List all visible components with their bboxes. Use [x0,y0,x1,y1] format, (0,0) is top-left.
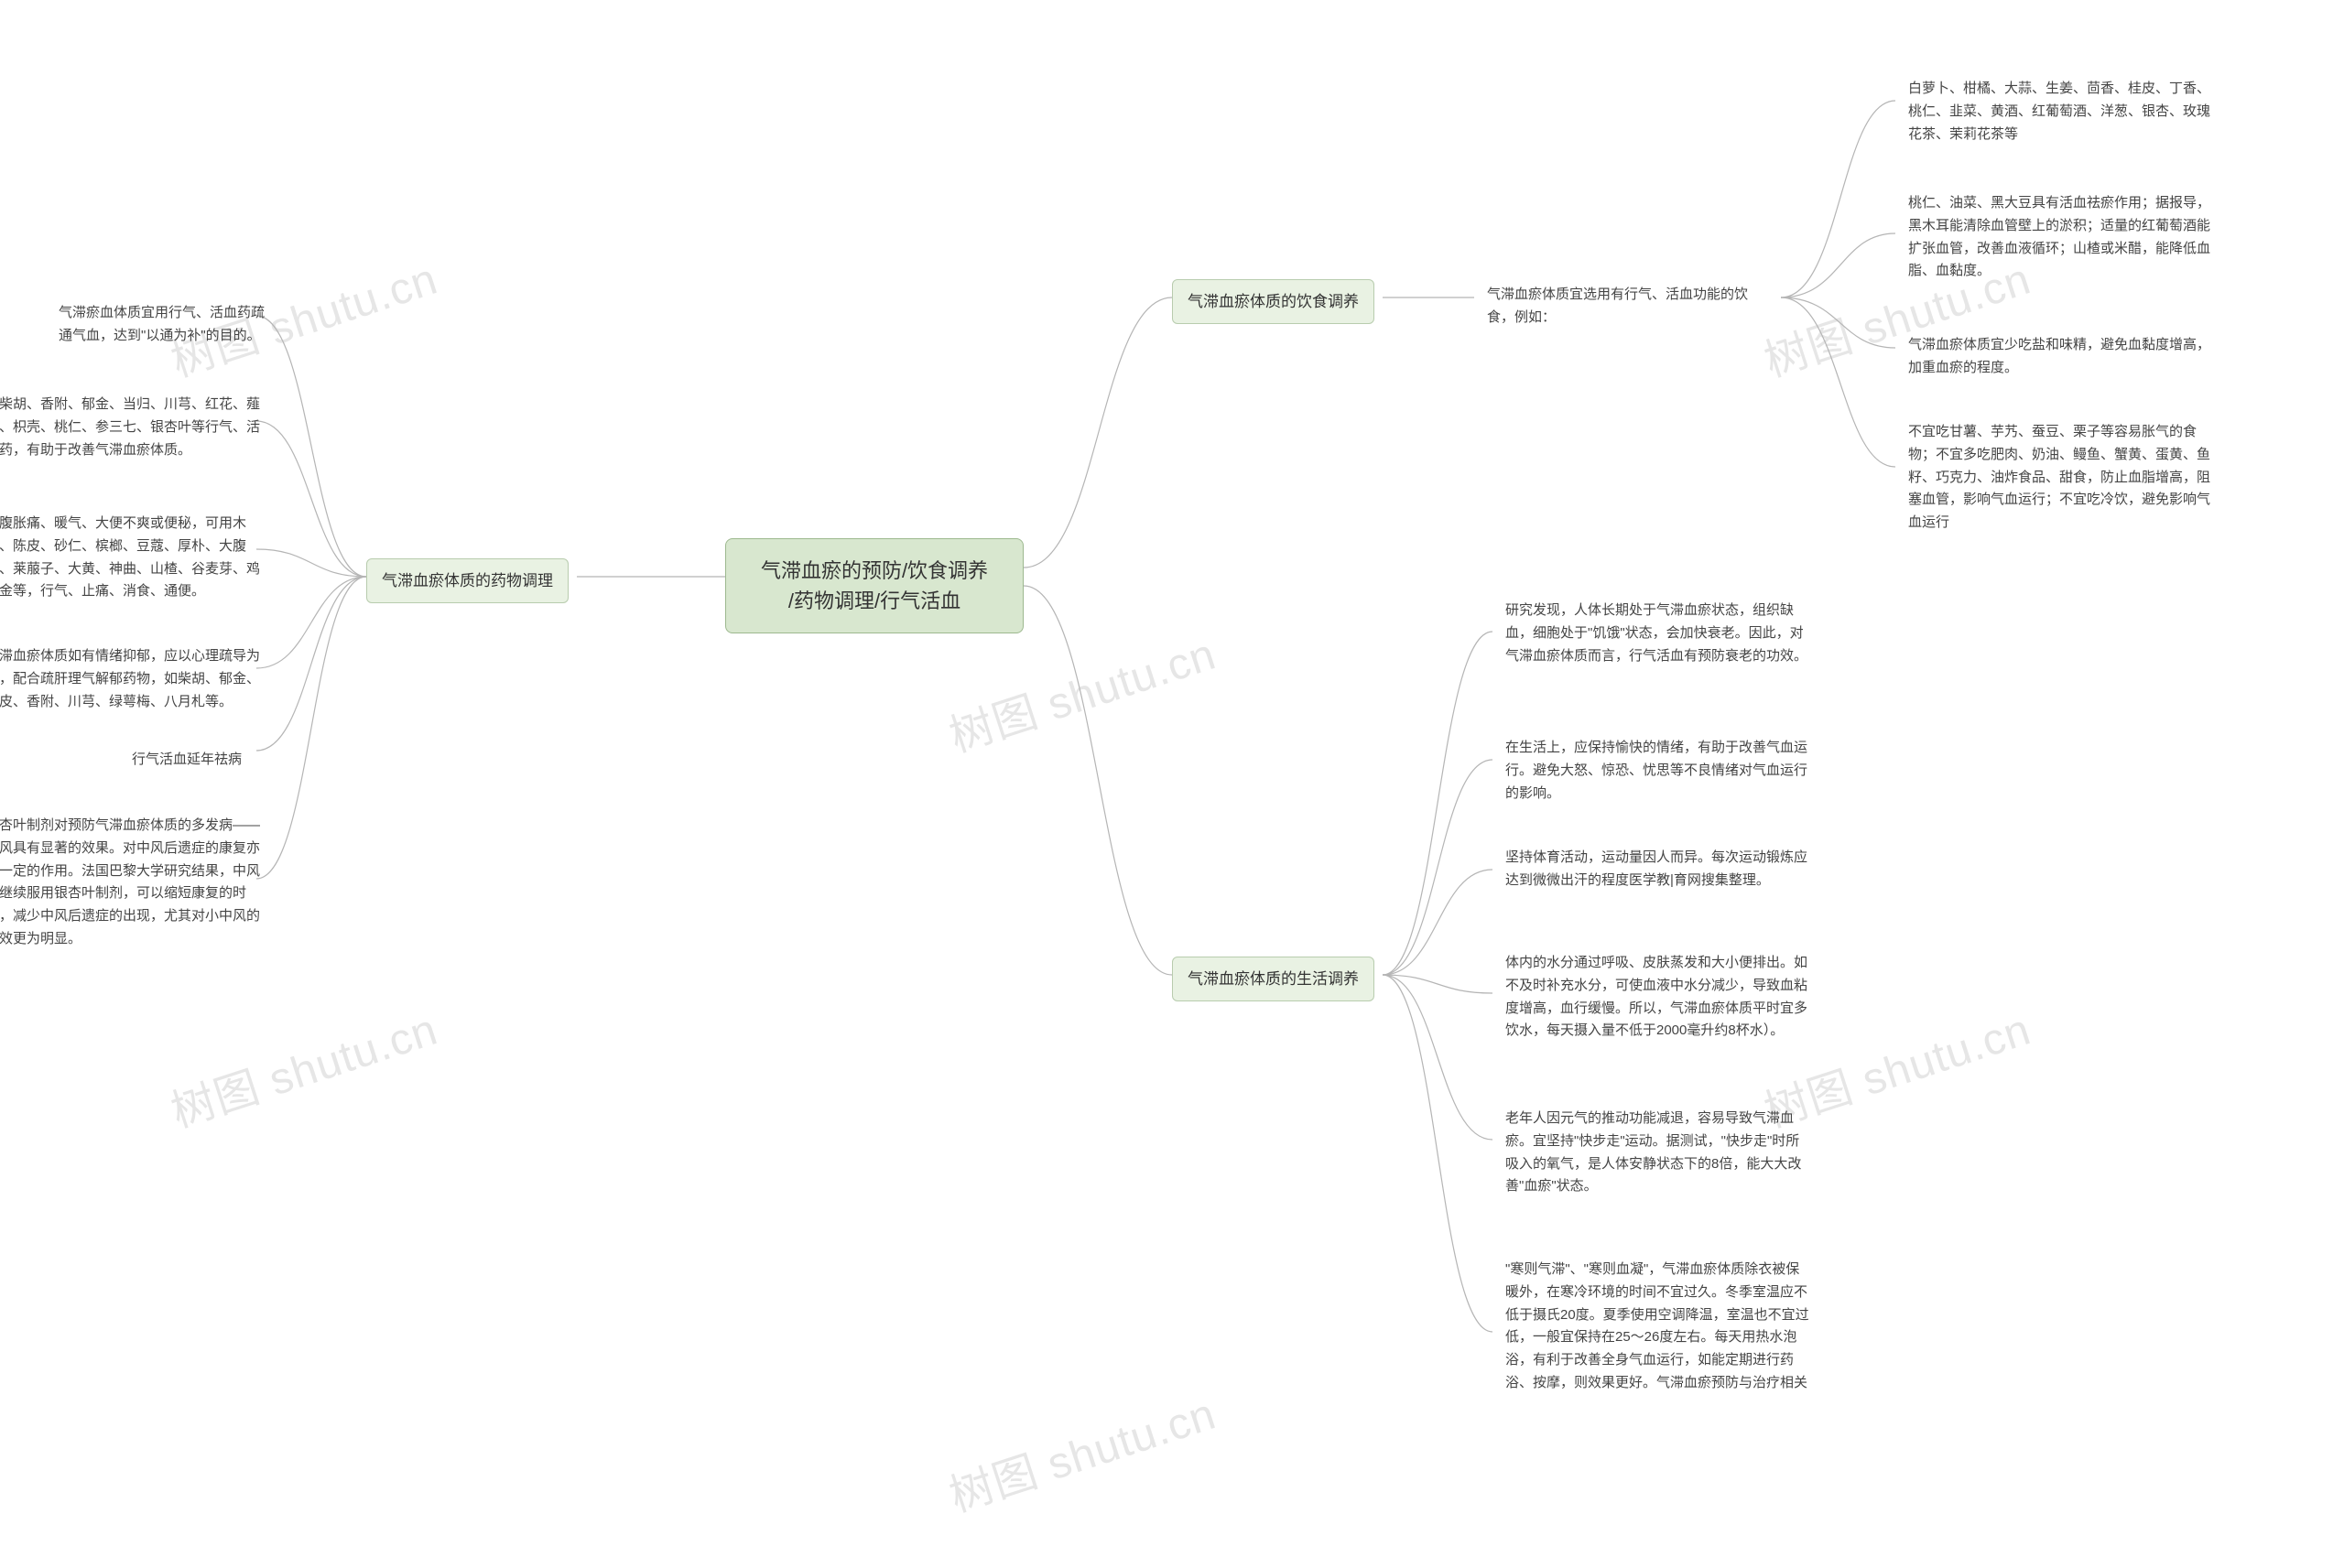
diet-leaf-3: 不宜吃甘薯、芋艿、蚕豆、栗子等容易胀气的食物；不宜多吃肥肉、奶油、鳗鱼、蟹黄、蛋… [1895,412,2225,544]
medicine-leaf-3: 气滞血瘀体质如有情绪抑郁，应以心理疏导为主，配合疏肝理气解郁药物，如柴胡、郁金、… [0,636,256,722]
medicine-leaf-2: 胃腹胀痛、暖气、大便不爽或便秘，可用木香、陈皮、砂仁、槟榔、豆蔻、厚朴、大腹皮、… [0,503,256,612]
medicine-leaf-1-text: 如柴胡、香附、郁金、当归、川芎、红花、薤白、枳壳、桃仁、参三七、银杏叶等行气、活… [0,394,269,461]
diet-leaf-0: 白萝卜、柑橘、大蒜、生姜、茴香、桂皮、丁香、桃仁、韭菜、黄酒、红葡萄酒、洋葱、银… [1895,69,2225,155]
life-leaf-3: 体内的水分通过呼吸、皮肤蒸发和大小便排出。如不及时补充水分，可使血液中水分减少，… [1492,943,1822,1052]
life-leaf-4: 老年人因元气的推动功能减退，容易导致气滞血瘀。宜坚持"快步走"运动。据测试，"快… [1492,1098,1822,1207]
medicine-leaf-4-text: 行气活血延年祛病 [132,749,269,772]
life-leaf-0: 研究发现，人体长期处于气滞血瘀状态，组织缺血，细胞处于"饥饿"状态，会加快衰老。… [1492,590,1822,676]
diet-leaf-2: 气滞血瘀体质宜少吃盐和味精，避免血黏度增高，加重血瘀的程度。 [1895,325,2225,389]
life-leaf-2: 坚持体育活动，运动量因人而异。每次运动锻炼应达到微微出汗的程度医学教|育网搜集整… [1492,838,1822,902]
life-leaf-5: "寒则气滞"、"寒则血凝"，气滞血瘀体质除衣被保暖外，在寒冷环境的时间不宜过久。… [1492,1249,1822,1404]
branch-diet[interactable]: 气滞血瘀体质的饮食调养 [1172,279,1374,324]
watermark: 树图 shutu.cn [162,993,445,1140]
diet-intro: 气滞血瘀体质宜选用有行气、活血功能的饮食，例如： [1474,275,1776,339]
medicine-leaf-4: 行气活血延年祛病 [0,740,256,781]
watermark: 树图 shutu.cn [940,1378,1223,1524]
medicine-leaf-2-text: 胃腹胀痛、暖气、大便不爽或便秘，可用木香、陈皮、砂仁、槟榔、豆蔻、厚朴、大腹皮、… [0,513,269,603]
branch-life[interactable]: 气滞血瘀体质的生活调养 [1172,957,1374,1001]
branch-medicine[interactable]: 气滞血瘀体质的药物调理 [366,558,569,603]
watermark: 树图 shutu.cn [940,618,1223,764]
medicine-leaf-3-text: 气滞血瘀体质如有情绪抑郁，应以心理疏导为主，配合疏肝理气解郁药物，如柴胡、郁金、… [0,645,269,713]
medicine-leaf-5: 银杏叶制剂对预防气滞血瘀体质的多发病——中风具有显著的效果。对中风后遗症的康复亦… [0,806,256,960]
root-node[interactable]: 气滞血瘀的预防/饮食调养 /药物调理/行气活血 [725,538,1024,633]
life-leaf-1: 在生活上，应保持愉快的情绪，有助于改善气血运行。避免大怒、惊恐、忧思等不良情绪对… [1492,728,1822,814]
diet-leaf-1: 桃仁、油菜、黑大豆具有活血祛瘀作用；据报导，黑木耳能清除血管壁上的淤积；适量的红… [1895,183,2225,292]
medicine-leaf-0-text: 气滞瘀血体质宜用行气、活血药疏通气血，达到"以通为补"的目的。 [59,302,269,348]
medicine-leaf-0: 气滞瘀血体质宜用行气、活血药疏通气血，达到"以通为补"的目的。 [0,293,256,357]
medicine-leaf-1: 如柴胡、香附、郁金、当归、川芎、红花、薤白、枳壳、桃仁、参三七、银杏叶等行气、活… [0,384,256,470]
medicine-leaf-5-text: 银杏叶制剂对预防气滞血瘀体质的多发病——中风具有显著的效果。对中风后遗症的康复亦… [0,815,269,951]
